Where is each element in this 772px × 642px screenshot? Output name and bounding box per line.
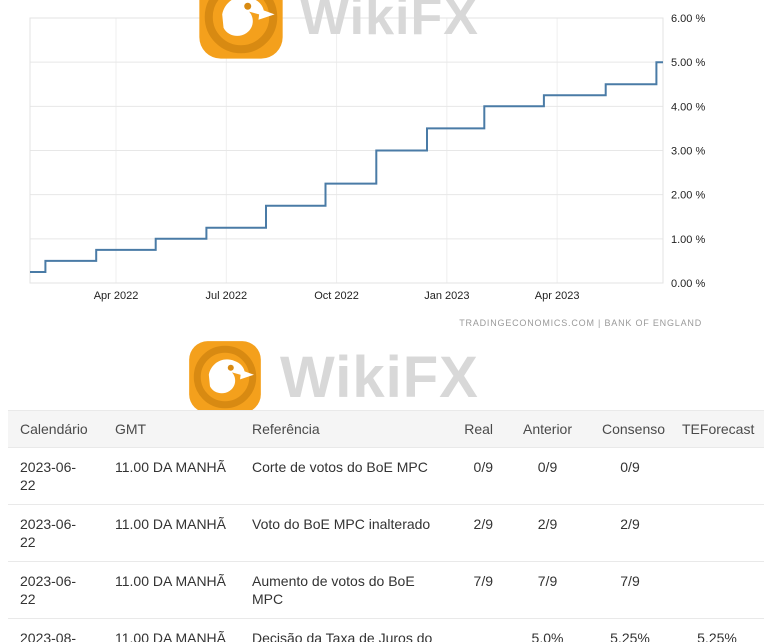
wikifx-logo-icon: [188, 340, 262, 414]
cell: Decisão da Taxa de Juros do BoE: [240, 618, 445, 642]
cell: 7/9: [505, 561, 590, 619]
table-row: 2023-06-22 11.00 DA MANHÃ Aumento de votos…: [8, 561, 764, 619]
cell: [670, 447, 764, 505]
cell: 0/9: [445, 447, 505, 505]
chart-source-note: TRADINGECONOMICS.COM | BANK OF ENGLAND: [459, 318, 702, 328]
column-header-refer-ncia: Referência: [240, 410, 445, 448]
cell: 2/9: [445, 504, 505, 562]
column-header-real: Real: [445, 410, 505, 448]
cell: 2023-06-22: [8, 561, 103, 619]
svg-text:Apr 2023: Apr 2023: [535, 290, 580, 302]
cell: 5,25%: [590, 618, 670, 642]
step-line-chart: Apr 2022 Jul 2022 Oct 2022 Jan 2023 Apr 2023…: [29, 13, 705, 302]
wikifx-watermark-middle: WikiFX: [188, 340, 479, 414]
cell: 11.00 DA MANHÃ: [103, 504, 240, 562]
column-header-calend-rio: Calendário: [8, 410, 103, 448]
wikifx-brand-text: WikiFX: [280, 344, 479, 410]
svg-text:Jan 2023: Jan 2023: [424, 290, 469, 302]
cell: 0/9: [505, 447, 590, 505]
cell: 2023-08-03: [8, 618, 103, 642]
cell: [670, 504, 764, 562]
boe-interest-rate-chart-panel: Apr 2022 Jul 2022 Oct 2022 Jan 2023 Apr 2023…: [29, 0, 706, 328]
cell: 5,0%: [505, 618, 590, 642]
svg-text:0.00 %: 0.00 %: [671, 278, 705, 290]
column-header-consenso: Consenso: [590, 410, 670, 448]
svg-text:Oct 2022: Oct 2022: [314, 290, 359, 302]
cell: Aumento de votos do BoE MPC: [240, 561, 445, 619]
cell: 5,25%: [670, 618, 764, 642]
cell: 2023-06-22: [8, 447, 103, 505]
column-header-teforecast: TEForecast: [670, 410, 764, 448]
cell: 2023-06-22: [8, 504, 103, 562]
table-row: 2023-06-22 11.00 DA MANHÃ Voto do BoE MPC …: [8, 504, 764, 562]
column-header-anterior: Anterior: [505, 410, 590, 448]
economic-calendar-table: Calendário GMT Referência Real Anterior Conse…: [8, 410, 764, 642]
svg-text:3.00 %: 3.00 %: [671, 146, 705, 158]
cell: 11.00 DA MANHÃ: [103, 447, 240, 505]
table-header-row: Calendário GMT Referência Real Anterior Conse…: [8, 410, 764, 448]
svg-text:2.00 %: 2.00 %: [671, 190, 705, 202]
cell: 11.00 DA MANHÃ: [103, 561, 240, 619]
svg-text:1.00 %: 1.00 %: [671, 234, 705, 246]
cell: [670, 561, 764, 619]
cell: Corte de votos do BoE MPC: [240, 447, 445, 505]
cell: 11.00 DA MANHÃ: [103, 618, 240, 642]
svg-text:6.00 %: 6.00 %: [671, 13, 705, 25]
cell: 2/9: [505, 504, 590, 562]
svg-text:Apr 2022: Apr 2022: [94, 290, 139, 302]
cell: 0/9: [590, 447, 670, 505]
cell: 7/9: [590, 561, 670, 619]
cell: [445, 618, 505, 642]
svg-text:Jul 2022: Jul 2022: [205, 290, 247, 302]
svg-text:4.00 %: 4.00 %: [671, 101, 705, 113]
cell: Voto do BoE MPC inalterado: [240, 504, 445, 562]
table-row: 2023-06-22 11.00 DA MANHÃ Corte de votos d…: [8, 447, 764, 505]
svg-text:5.00 %: 5.00 %: [671, 57, 705, 69]
cell: 2/9: [590, 504, 670, 562]
cell: 7/9: [445, 561, 505, 619]
column-header-gmt: GMT: [103, 410, 240, 448]
